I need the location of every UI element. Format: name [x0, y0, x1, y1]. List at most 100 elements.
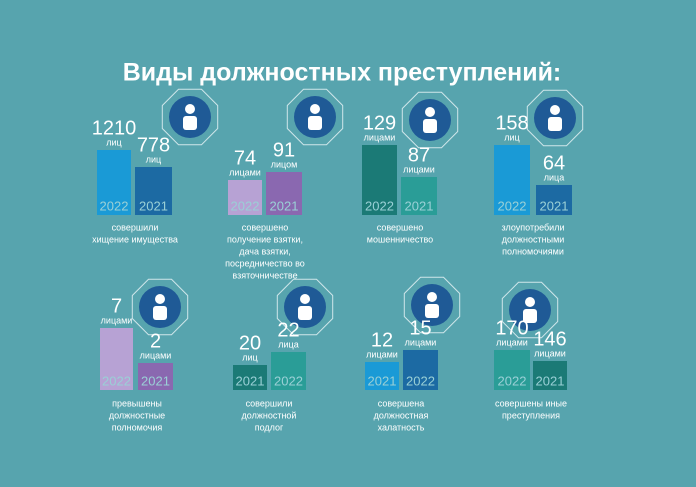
icon-head — [185, 104, 195, 114]
bar — [362, 145, 397, 215]
icon-body — [423, 119, 437, 133]
icon-frame — [161, 88, 219, 146]
caption: полномочиями — [502, 246, 564, 256]
icon-body — [425, 304, 439, 318]
icon-body — [183, 116, 197, 130]
bar — [233, 365, 267, 390]
icon-body — [153, 306, 167, 320]
caption: хищение имущества — [92, 234, 178, 244]
bar — [266, 172, 302, 215]
value: 778 — [137, 134, 170, 156]
caption: совершено — [377, 222, 424, 232]
bar — [401, 177, 437, 215]
unit: лицами — [364, 132, 396, 142]
bar — [403, 350, 438, 390]
year: 2021 — [139, 198, 168, 213]
icon-head — [550, 105, 560, 115]
value: 20 — [239, 332, 261, 354]
caption: получение взятки, — [227, 234, 303, 244]
unit: лицами — [101, 315, 133, 325]
year: 2022 — [102, 373, 131, 388]
year: 2022 — [365, 198, 394, 213]
year: 2022 — [100, 198, 129, 213]
caption: совершили — [112, 222, 159, 232]
unit: лицом — [271, 159, 298, 169]
caption: должностные — [109, 410, 165, 420]
bar — [365, 362, 399, 390]
bar — [100, 328, 133, 390]
bar — [536, 185, 572, 215]
year: 2021 — [236, 373, 265, 388]
year: 2021 — [536, 373, 565, 388]
bar — [97, 150, 131, 215]
year: 2022 — [274, 373, 303, 388]
caption: превышены — [112, 398, 162, 408]
caption: подлог — [255, 422, 284, 432]
year: 2021 — [540, 198, 569, 213]
caption: посредничество во — [225, 258, 305, 268]
bar — [494, 145, 530, 215]
year: 2021 — [270, 198, 299, 213]
caption: мошенничество — [367, 234, 433, 244]
bar — [494, 350, 530, 390]
value: 22 — [277, 319, 299, 341]
icon-frame — [131, 278, 189, 336]
icon-body — [548, 117, 562, 131]
value: 12 — [371, 329, 393, 351]
unit: лицами — [496, 337, 528, 347]
unit: лица — [544, 172, 564, 182]
value: 158 — [495, 112, 528, 134]
icon-head — [310, 104, 320, 114]
caption: взяточничестве — [232, 270, 297, 280]
bar — [135, 167, 172, 215]
title: Виды должностных преступлений: — [123, 59, 562, 87]
caption: совершены иные — [495, 398, 567, 408]
value: 146 — [533, 328, 566, 350]
icon-frame — [501, 281, 559, 339]
icon-head — [525, 297, 535, 307]
value: 129 — [363, 112, 396, 134]
value: 1210 — [92, 117, 137, 139]
icon-head — [155, 294, 165, 304]
icon-frame — [401, 91, 459, 149]
value: 74 — [234, 147, 256, 169]
caption: совершена — [378, 398, 425, 408]
caption: совершено — [242, 222, 289, 232]
year: 2021 — [141, 373, 170, 388]
bar — [271, 352, 306, 390]
icon-head — [427, 292, 437, 302]
year: 2022 — [231, 198, 260, 213]
unit: лицами — [403, 164, 435, 174]
unit: лицами — [405, 337, 437, 347]
value: 64 — [543, 152, 565, 174]
caption: полномочия — [112, 422, 163, 432]
bar — [138, 363, 173, 390]
caption: должностными — [502, 234, 565, 244]
value: 87 — [408, 144, 430, 166]
unit: лицами — [229, 167, 261, 177]
unit: лиц — [146, 154, 161, 164]
unit: лицами — [534, 348, 566, 358]
icon-head — [300, 294, 310, 304]
bar — [533, 361, 567, 390]
icon-body — [308, 116, 322, 130]
value: 15 — [409, 317, 431, 339]
unit: лицами — [366, 349, 398, 359]
icon-frame — [403, 276, 461, 334]
unit: лиц — [242, 352, 257, 362]
year: 2021 — [368, 373, 397, 388]
icon-body — [298, 306, 312, 320]
caption: должностной — [242, 410, 297, 420]
unit: лица — [278, 339, 298, 349]
year: 2022 — [498, 198, 527, 213]
icon-body — [523, 309, 537, 323]
value: 91 — [273, 139, 295, 161]
year: 2022 — [406, 373, 435, 388]
unit: лицами — [140, 350, 172, 360]
caption: совершили — [246, 398, 293, 408]
icon-head — [425, 107, 435, 117]
year: 2022 — [498, 373, 527, 388]
caption: должностная — [374, 410, 429, 420]
caption: злоупотребили — [502, 222, 565, 232]
